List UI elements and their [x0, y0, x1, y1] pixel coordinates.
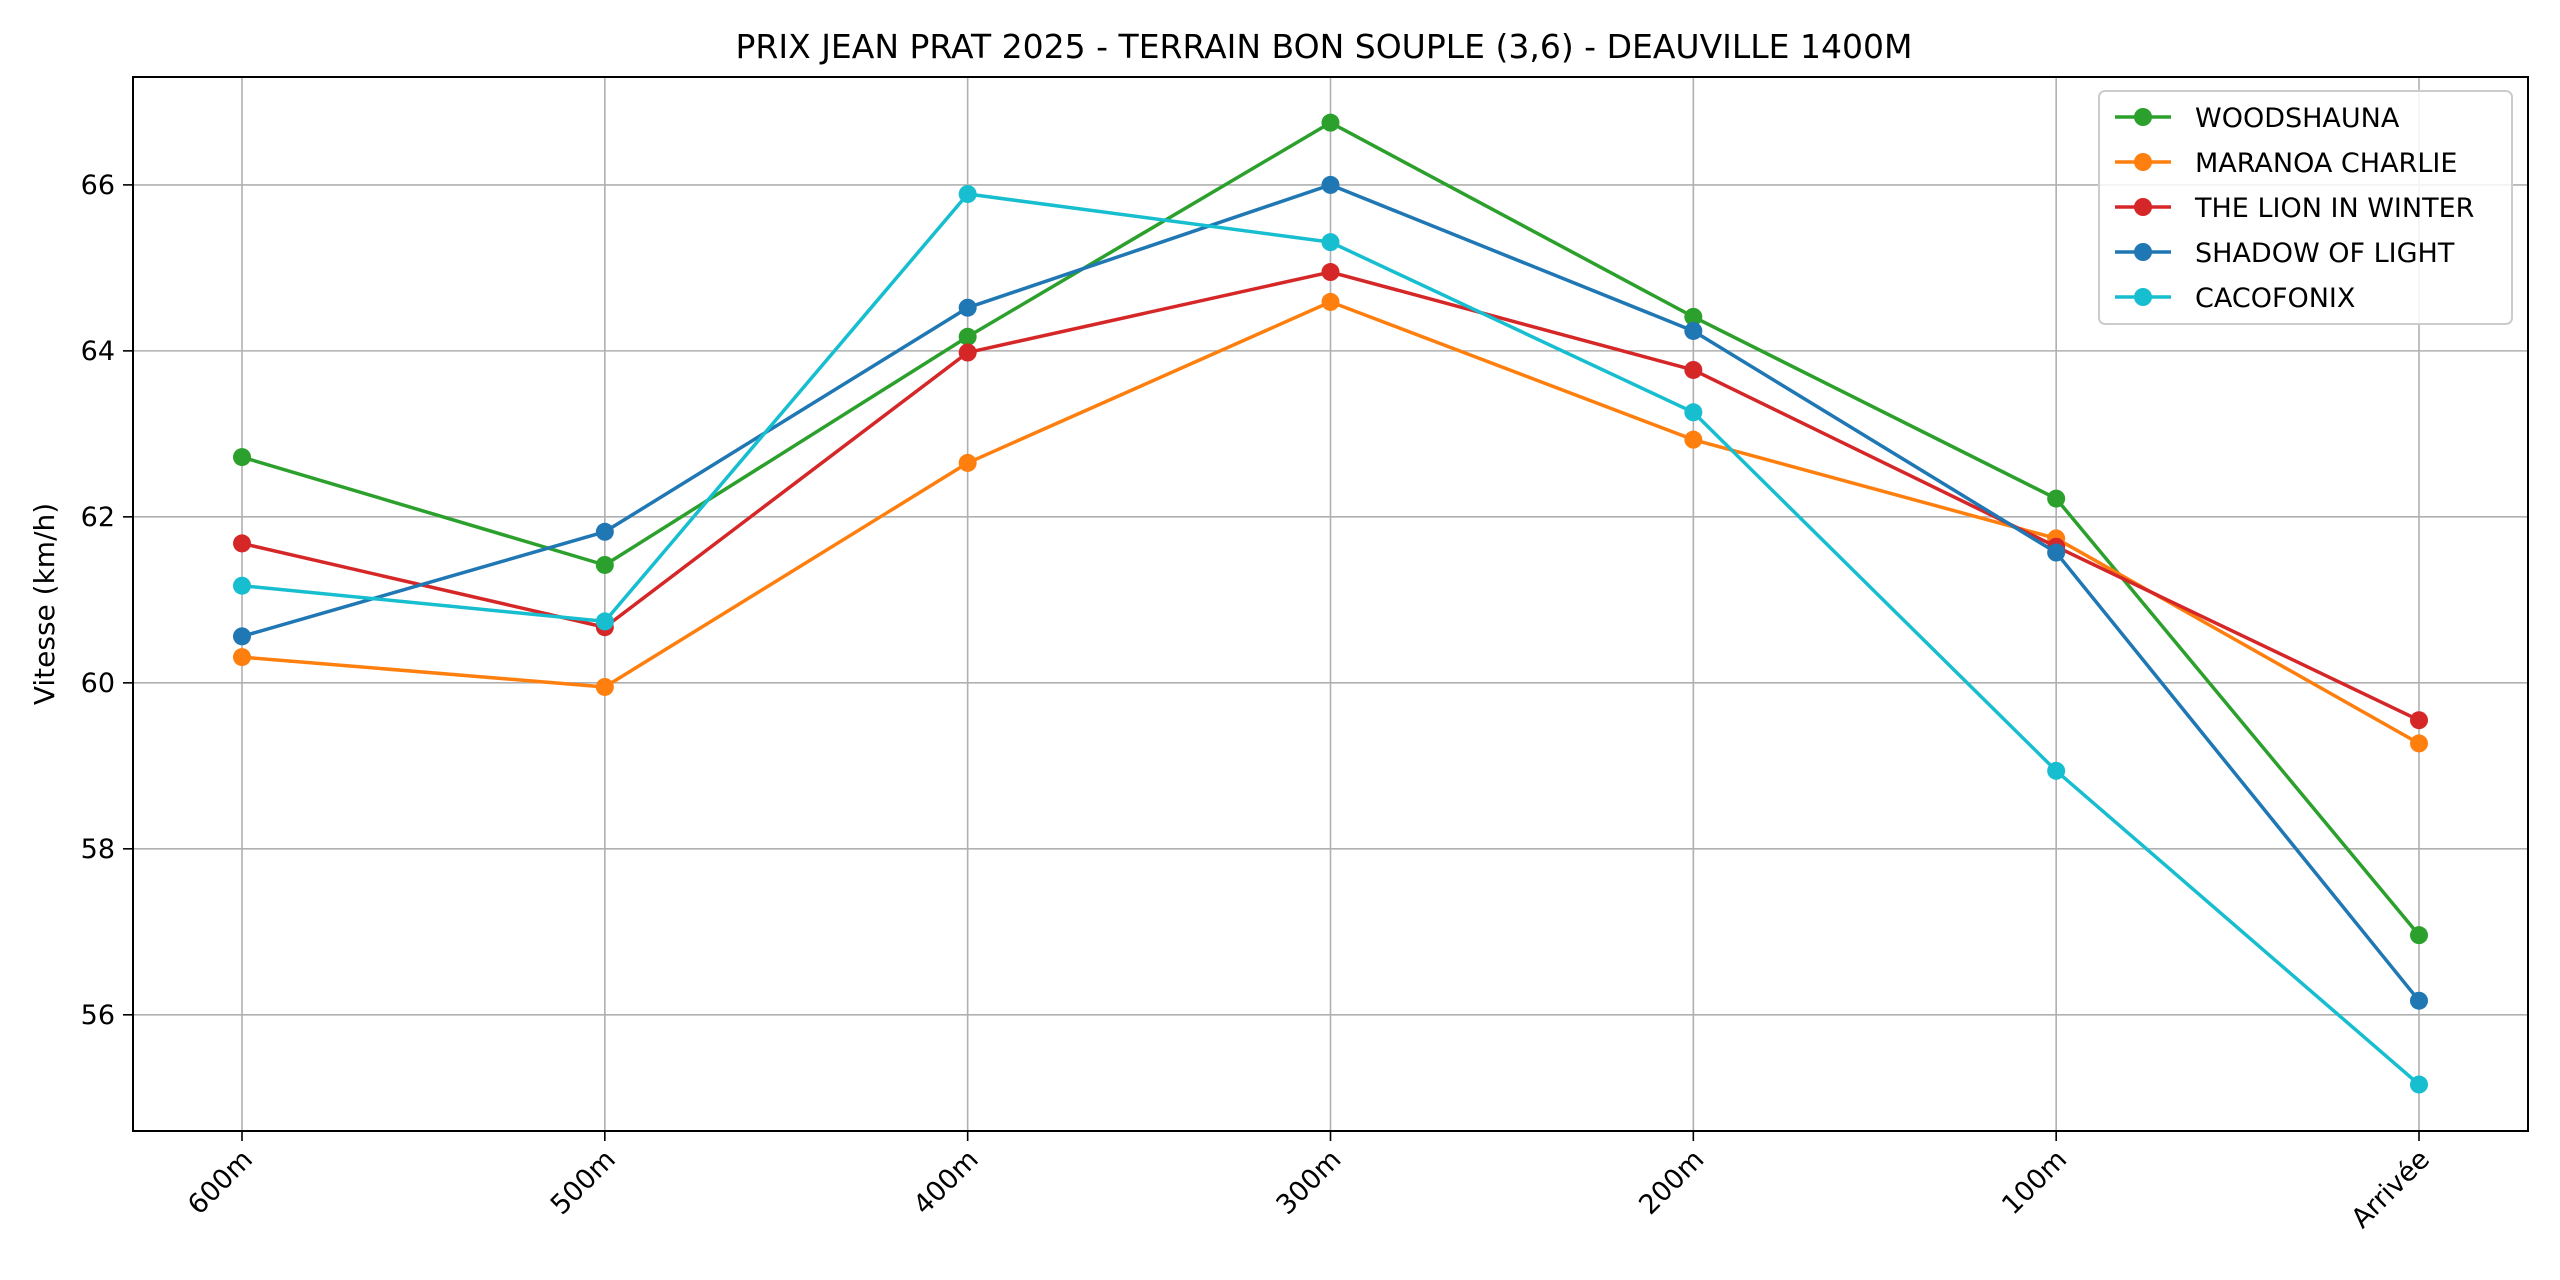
series-group [233, 175, 2428, 1010]
legend-label: CACOFONIX [2195, 283, 2355, 314]
legend-swatch-marker [2134, 153, 2152, 171]
data-point [958, 327, 977, 346]
data-point [1321, 175, 1340, 194]
data-point [2047, 543, 2066, 562]
legend: WOODSHAUNA MARANOA CHARLIE THE LION IN WIN… [2098, 90, 2513, 325]
data-point [958, 343, 977, 362]
legend-swatch-marker [2134, 108, 2152, 126]
data-point [233, 648, 251, 667]
legend-item: SHADOW OF LIGHT [2115, 238, 2455, 269]
y-axis-label: Vitesse (km/h) [28, 503, 61, 705]
chart-title: PRIX JEAN PRAT 2025 - TERRAIN BON SOUPLE… [736, 27, 1913, 66]
legend-box [2098, 90, 2513, 325]
y-axis-ticks: 56 58 60 62 64 66 [81, 170, 133, 1031]
data-point [2047, 489, 2066, 508]
data-point [233, 534, 251, 553]
data-point [958, 453, 977, 472]
y-tick-label: 64 [81, 336, 115, 367]
legend-item: MARANOA CHARLIE [2115, 148, 2457, 179]
legend-item: CACOFONIX [2115, 283, 2355, 314]
legend-label: THE LION IN WINTER [2194, 193, 2474, 224]
data-point [2410, 991, 2428, 1010]
legend-label: MARANOA CHARLIE [2195, 148, 2457, 179]
data-point [2047, 761, 2066, 780]
data-point [1321, 292, 1340, 311]
y-tick-label: 56 [81, 1000, 115, 1031]
legend-swatch-marker [2134, 243, 2152, 261]
data-point [958, 185, 977, 204]
data-point [595, 555, 614, 574]
data-point [1684, 307, 1703, 326]
data-point [1684, 321, 1703, 340]
grid-lines [133, 77, 2528, 1131]
legend-label: WOODSHAUNA [2195, 103, 2400, 134]
data-point [2410, 711, 2428, 730]
series-group [233, 113, 2428, 945]
data-point [1321, 233, 1340, 252]
data-point [1684, 430, 1703, 449]
data-point [233, 576, 251, 595]
data-point [233, 448, 251, 467]
data-point [595, 612, 614, 631]
y-tick-label: 66 [81, 170, 115, 201]
y-tick-label: 58 [81, 834, 115, 865]
data-point [2410, 926, 2428, 945]
legend-item: WOODSHAUNA [2115, 103, 2400, 134]
data-point [1321, 263, 1340, 282]
legend-swatch-marker [2134, 288, 2152, 306]
y-tick-label: 62 [81, 502, 115, 533]
data-point [958, 298, 977, 317]
y-tick-label: 60 [81, 668, 115, 699]
data-point [1684, 403, 1703, 422]
legend-label: SHADOW OF LIGHT [2195, 238, 2455, 269]
data-point [1321, 113, 1340, 132]
data-point [233, 627, 251, 646]
data-point [595, 677, 614, 696]
data-point [2410, 1075, 2428, 1094]
data-point [595, 522, 614, 541]
series-lines [233, 113, 2428, 1094]
legend-swatch-marker [2134, 198, 2152, 216]
series-group [233, 185, 2428, 1094]
data-point [1684, 360, 1703, 379]
data-point [2410, 734, 2428, 753]
legend-item: THE LION IN WINTER [2115, 193, 2474, 224]
